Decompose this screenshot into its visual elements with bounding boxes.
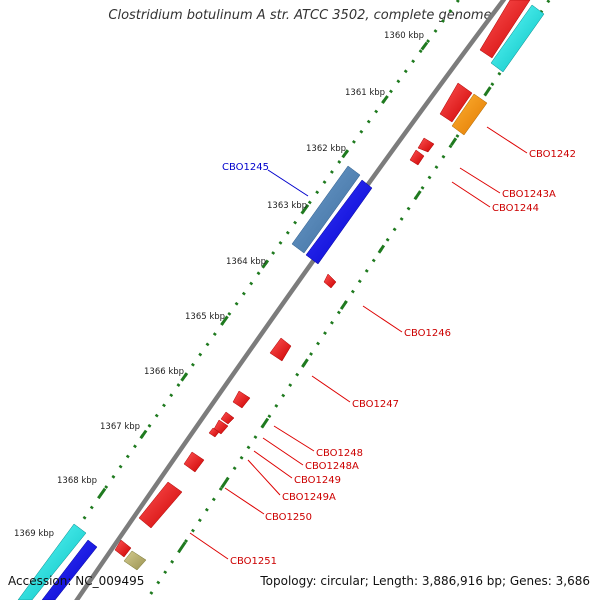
major-tick-outer (301, 204, 310, 214)
ruler-labels: 1360 kbp 1361 kbp 1362 kbp 1363 kbp 1364… (14, 31, 424, 539)
leader-cbo1249 (253, 450, 293, 479)
major-tick-outer (139, 429, 148, 440)
major-tick-outer (381, 95, 389, 105)
leader-cbo1248a (262, 437, 304, 466)
gene-feature-cbo1250[interactable] (183, 451, 205, 473)
leader-cbo1242 (486, 126, 528, 154)
major-tick-outer (98, 487, 107, 498)
major-tick-outer (420, 41, 429, 51)
gene-feature-cyan-bottom[interactable] (17, 523, 87, 600)
gene-label-cbo1247[interactable]: CBO1247 (352, 399, 399, 410)
gene-feature-cbo1244[interactable] (409, 149, 425, 166)
gene-feature-cbo1242[interactable] (439, 82, 473, 123)
gene-feature-cbo1245[interactable] (291, 165, 361, 254)
gene-feature-cbo1251[interactable] (114, 539, 132, 558)
leader-cbo1244 (451, 181, 491, 208)
ruler-label-1368: 1368 kbp (57, 476, 97, 486)
gene-label-cbo1245[interactable]: CBO1245 (222, 162, 269, 173)
genome-backbone (74, 0, 507, 600)
major-tick-inner (450, 137, 458, 147)
ruler-label-1362: 1362 kbp (306, 144, 346, 154)
gene-feature-cbo1248[interactable] (232, 390, 251, 409)
genome-title: Clostridium botulinum A str. ATCC 3502, … (108, 8, 492, 23)
gene-feature-olive[interactable] (123, 550, 147, 571)
ruler-label-1366: 1366 kbp (144, 367, 184, 377)
gene-label-cbo1248[interactable]: CBO1248 (316, 448, 363, 459)
gene-label-cbo1243a[interactable]: CBO1243A (502, 189, 556, 200)
gene-label-cbo1249[interactable]: CBO1249 (294, 475, 341, 486)
ruler-label-1365: 1365 kbp (185, 312, 225, 322)
major-tick-outer (261, 259, 270, 269)
gene-feature-cbo1243a[interactable] (417, 137, 435, 153)
gene-features (17, 0, 545, 600)
major-tick-outer (180, 372, 189, 382)
leader-lines (189, 126, 528, 560)
leader-cbo1246 (362, 305, 403, 333)
leader-cbo1248 (273, 425, 315, 452)
major-tick-outer (220, 315, 229, 325)
ruler-label-1364: 1364 kbp (226, 257, 266, 267)
gene-label-cbo1249a[interactable]: CBO1249A (282, 492, 336, 503)
leader-cbo1250 (224, 487, 265, 515)
ruler-label-1369: 1369 kbp (14, 529, 54, 539)
gene-feature-blue-plus[interactable] (305, 179, 373, 265)
inner-tick-track (144, 0, 552, 600)
leader-cbo1251 (189, 532, 229, 560)
gene-feature-red-large[interactable] (138, 481, 183, 529)
gene-label-cbo1242[interactable]: CBO1242 (529, 149, 576, 160)
ruler-label-1363: 1363 kbp (267, 201, 307, 211)
gene-label-cbo1246[interactable]: CBO1246 (404, 328, 451, 339)
genome-summary-text: Topology: circular; Length: 3,886,916 bp… (260, 574, 590, 588)
major-tick-inner (414, 190, 422, 200)
gene-labels: CBO1242 CBO1243A CBO1244 CBO1245 CBO1246… (222, 149, 576, 567)
gene-feature-cbo1249[interactable] (213, 419, 229, 435)
gene-label-cbo1251[interactable]: CBO1251 (230, 556, 277, 567)
major-tick-inner (220, 478, 229, 489)
major-tick-inner (484, 86, 492, 95)
outer-tick-track (25, 0, 461, 600)
ruler-label-1367: 1367 kbp (100, 422, 140, 432)
gene-feature-cbo1247[interactable] (269, 337, 292, 362)
gene-feature-cbo1248a[interactable] (220, 411, 235, 425)
gene-feature-orange[interactable] (451, 93, 488, 136)
gene-feature-red-top[interactable] (479, 0, 531, 59)
gene-label-cbo1244[interactable]: CBO1244 (492, 203, 539, 214)
gene-feature-blue-bottom[interactable] (41, 539, 98, 600)
major-tick-inner (301, 358, 309, 368)
major-tick-inner (377, 244, 386, 254)
gene-label-cbo1248a[interactable]: CBO1248A (305, 461, 359, 472)
ruler-label-1360: 1360 kbp (384, 31, 424, 41)
ruler-label-1361: 1361 kbp (345, 88, 385, 98)
leader-cbo1247 (311, 375, 351, 403)
major-tick-outer (341, 149, 350, 159)
major-tick-inner (261, 417, 270, 428)
accession-text: Accession: NC_009495 (8, 574, 145, 588)
gene-feature-cbo1246[interactable] (323, 273, 337, 289)
major-tick-inner (339, 300, 348, 310)
leader-cbo1245 (267, 169, 309, 197)
gene-feature-cyan-top[interactable] (490, 4, 545, 73)
major-tick-inner (178, 541, 187, 552)
gene-feature-cbo1249a[interactable] (208, 427, 220, 438)
leader-cbo1243a (459, 167, 501, 194)
leader-cbo1249a (247, 459, 281, 496)
gene-label-cbo1250[interactable]: CBO1250 (265, 512, 312, 523)
